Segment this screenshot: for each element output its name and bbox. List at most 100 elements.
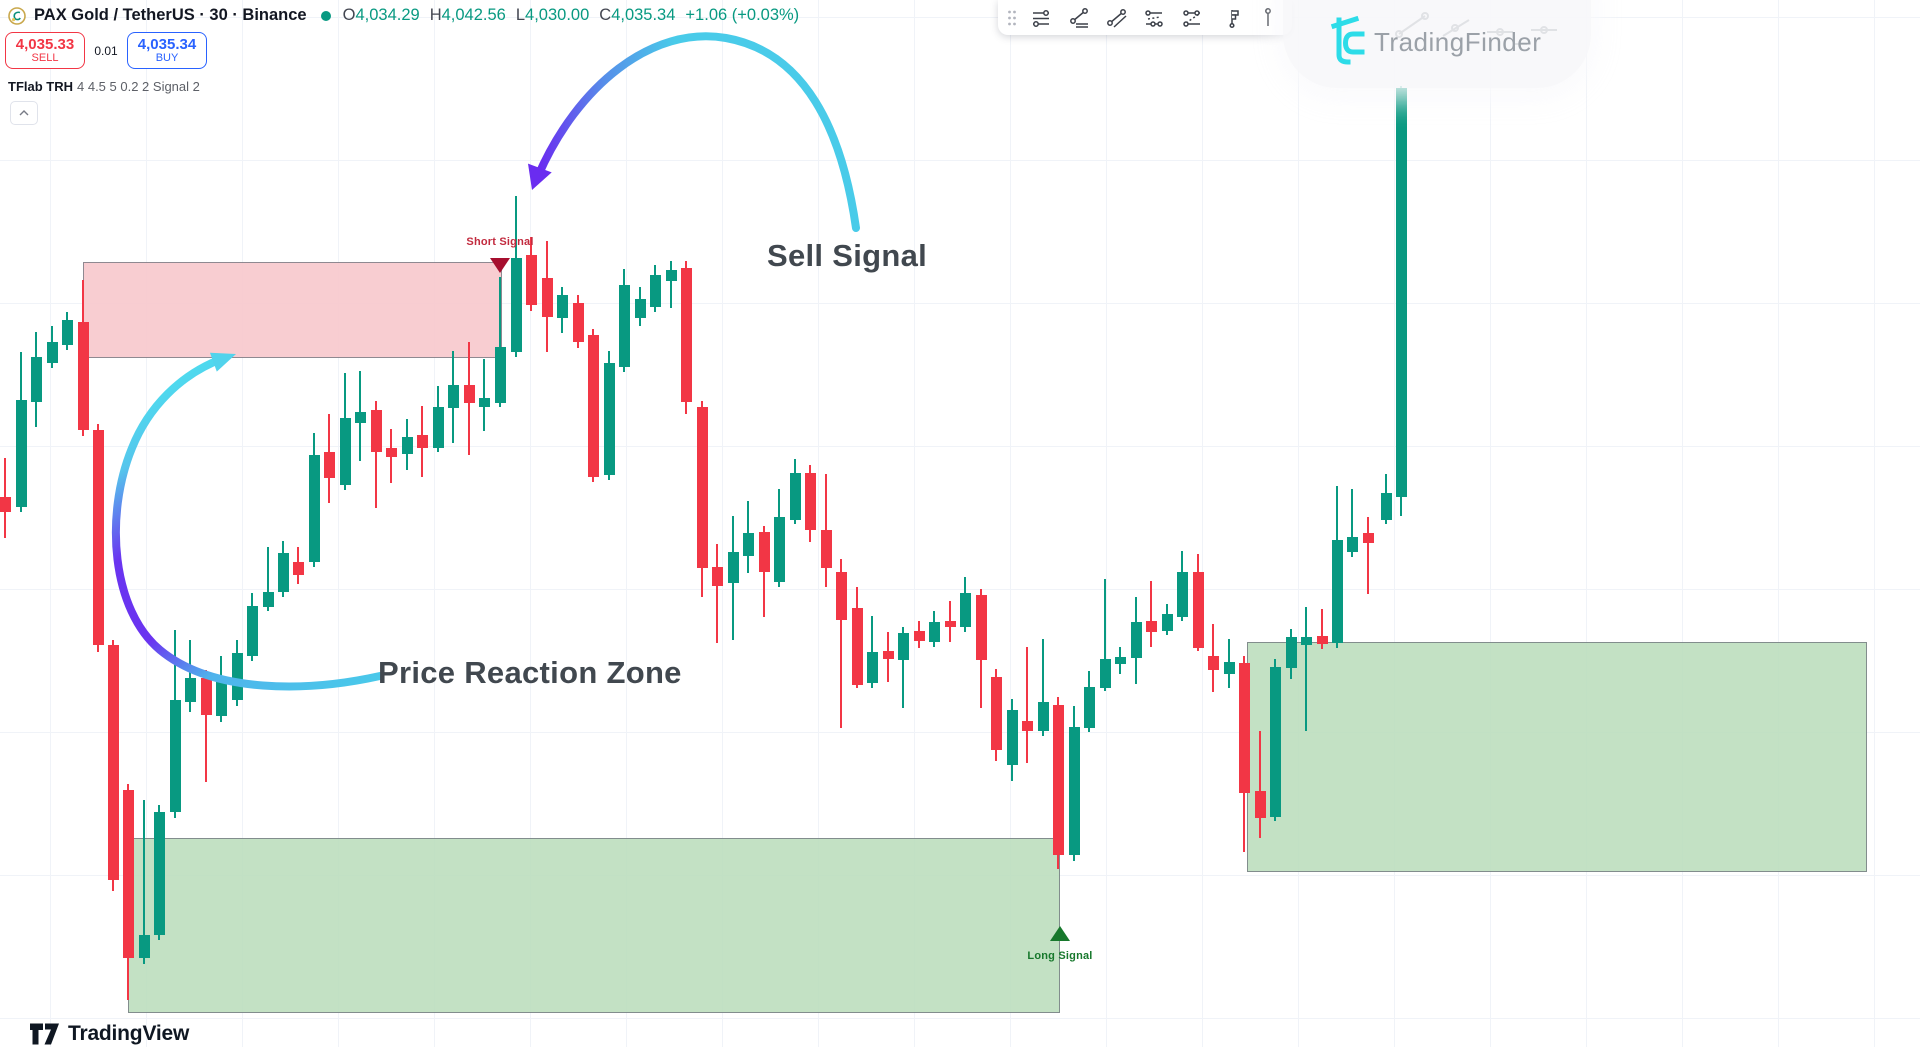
candle [169, 700, 181, 812]
buy-price: 4,035.34 [137, 35, 197, 53]
parallel-lines-tool-icon[interactable] [1099, 4, 1135, 32]
dotted-channel-tool-icon[interactable] [1137, 4, 1173, 32]
candle [1068, 727, 1080, 855]
candle [1207, 656, 1219, 670]
candle-wick [1305, 607, 1307, 731]
sell-label: SELL [31, 51, 59, 64]
candle [711, 567, 723, 586]
tradingview-logo-text: TradingView [68, 1022, 190, 1045]
candle [46, 342, 58, 363]
symbol-title[interactable]: PAX Gold / TetherUS · 30 · Binance [34, 6, 307, 24]
buy-label: BUY [155, 51, 179, 64]
supply-zone[interactable] [83, 262, 502, 358]
candle [385, 448, 397, 457]
market-status-dot[interactable] [320, 10, 331, 21]
candle-wick [1150, 581, 1152, 647]
candle [1269, 667, 1281, 817]
candle [882, 651, 894, 659]
candle [92, 430, 104, 645]
candle [1223, 662, 1235, 674]
indicator-legend[interactable]: TFlab TRH 4 4.5 5 0.2 2 Signal 2 [8, 79, 200, 94]
long-signal-marker-icon [1050, 926, 1070, 941]
candle [866, 652, 878, 683]
candle [447, 385, 459, 408]
candle [1238, 663, 1250, 793]
candle [1083, 687, 1095, 728]
candle [1037, 702, 1049, 731]
horizontal-line-tool-icon[interactable] [1023, 4, 1059, 32]
tradingfinder-watermark-panel [1283, 0, 1591, 88]
candle [680, 268, 692, 402]
candle-wick [483, 359, 485, 431]
indicator-params: 4 4.5 5 0.2 2 Signal 2 [77, 79, 200, 94]
candle [541, 278, 553, 317]
candle [742, 533, 754, 556]
candle [277, 553, 289, 592]
candle [354, 412, 366, 423]
candle [1114, 657, 1126, 664]
change-value: +1.06 (+0.03%) [685, 6, 800, 24]
candle [1130, 622, 1142, 658]
vertical-line-tool-icon[interactable] [1250, 4, 1286, 32]
indicator-name: TFlab TRH [8, 79, 73, 94]
chevron-up-icon [19, 110, 29, 116]
buy-button[interactable]: 4,035.34 BUY [127, 32, 207, 69]
toolbar-drag-handle-icon[interactable] [1004, 4, 1021, 32]
candle [1395, 88, 1407, 497]
channel-tool-icon[interactable] [1174, 4, 1210, 32]
candle [463, 385, 475, 403]
candle [603, 363, 615, 475]
candle [215, 680, 227, 716]
spread-value: 0.01 [94, 43, 118, 58]
candle [1099, 659, 1111, 688]
candle [292, 562, 304, 575]
candle [246, 606, 258, 656]
candle [618, 285, 630, 367]
sell-button[interactable]: 4,035.33 SELL [5, 32, 85, 69]
candle [773, 517, 785, 582]
candle [122, 790, 134, 958]
candle [153, 812, 165, 935]
candle [1176, 572, 1188, 617]
candle [1362, 533, 1374, 543]
short-signal-label: Short Signal [466, 236, 534, 248]
candle [416, 435, 428, 448]
candle-wick [1026, 647, 1028, 763]
candle [1316, 636, 1328, 644]
annotation-sell-signal: Sell Signal [767, 238, 928, 273]
candle-wick [1351, 489, 1353, 557]
tradingfinder-logo: TradingFinder [1326, 13, 1541, 65]
candle-wick [1321, 609, 1323, 649]
order-panel: 4,035.33 SELL 0.01 4,035.34 BUY [5, 32, 207, 69]
high-label: H [429, 6, 442, 24]
candle [587, 335, 599, 477]
candle [975, 595, 987, 660]
candle [0, 497, 11, 512]
tradingview-logo[interactable]: TradingView [30, 1022, 189, 1046]
demand-zone[interactable] [1247, 642, 1867, 872]
drawing-toolbar [998, 0, 1292, 35]
trend-line-tool-icon[interactable] [1061, 4, 1097, 32]
candle [556, 295, 568, 318]
demand-zone[interactable] [128, 838, 1060, 1013]
candle-wick [499, 277, 501, 407]
ghost-drawing-icons [1395, 12, 1557, 45]
candle [184, 678, 196, 702]
symbol-header: PAX Gold / TetherUS · 30 · Binance O4,03… [8, 6, 799, 25]
candle [928, 622, 940, 642]
candle [727, 552, 739, 583]
candle-wick [1259, 731, 1261, 838]
candle [820, 530, 832, 568]
candle [1380, 493, 1392, 520]
candle [1331, 540, 1343, 643]
candle [262, 592, 274, 607]
pane-collapse-button[interactable] [10, 101, 38, 125]
candle [804, 473, 816, 530]
price-label-tool-icon[interactable] [1212, 4, 1248, 32]
candle [1254, 791, 1266, 818]
low-label: L [515, 6, 526, 24]
candle [61, 320, 73, 345]
candle-wick [902, 627, 904, 708]
candle-wick [716, 544, 718, 643]
